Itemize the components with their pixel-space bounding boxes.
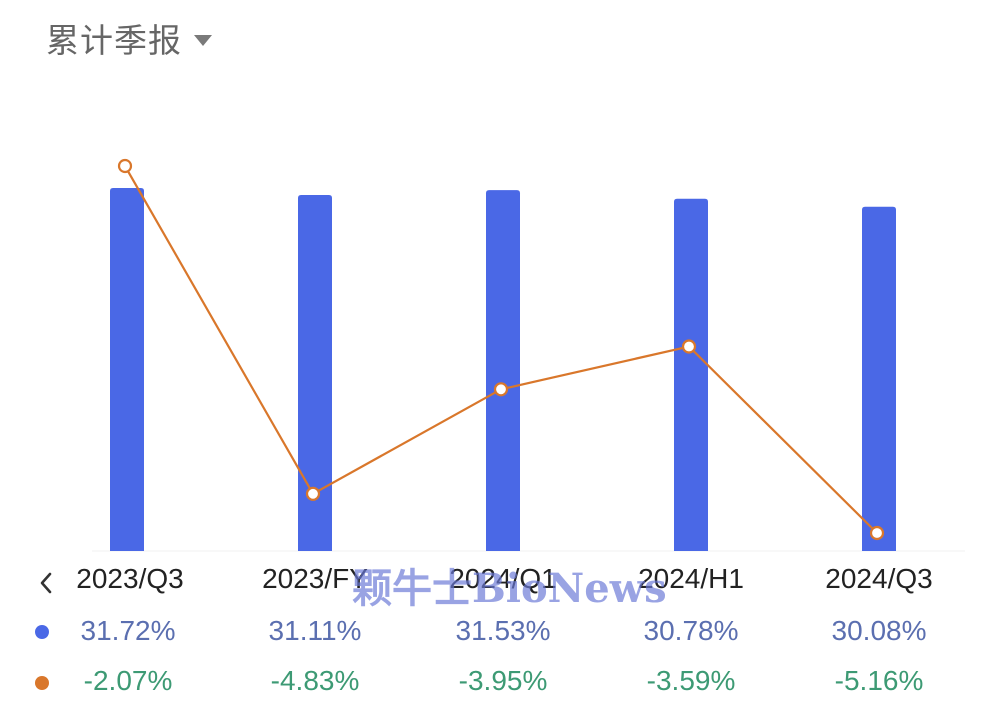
bar-value-label: 31.11% xyxy=(268,615,362,646)
line-value-label: -4.83% xyxy=(270,665,360,696)
category-label[interactable]: 2024/Q3 xyxy=(825,563,933,594)
category-label[interactable]: 2024/H1 xyxy=(638,563,744,594)
report-type-label: 累计季报 xyxy=(46,21,182,60)
bar xyxy=(486,190,520,552)
bar xyxy=(862,206,896,551)
previous-period-button[interactable] xyxy=(34,566,58,600)
line-point xyxy=(681,339,697,354)
bar-value-label: 30.08% xyxy=(831,615,927,646)
bar xyxy=(110,188,144,551)
line-value-label: -2.07% xyxy=(83,665,173,696)
bar-value-label: 31.72% xyxy=(80,615,176,646)
line-value-label: -3.95% xyxy=(458,665,548,696)
line-point xyxy=(493,382,509,397)
category-label[interactable]: 2023/Q3 xyxy=(76,563,184,594)
bar xyxy=(298,194,332,551)
bar-value-label: 31.53% xyxy=(455,615,551,646)
bar xyxy=(674,198,708,551)
bar-value-label: 30.78% xyxy=(643,615,739,646)
line-value-label: -3.59% xyxy=(646,665,736,696)
line-point xyxy=(305,486,321,501)
line-value-label: -5.16% xyxy=(834,665,924,696)
triangle-down-icon xyxy=(194,34,212,46)
line-point xyxy=(869,525,885,541)
category-label[interactable]: 2024/Q1 xyxy=(449,563,557,594)
chevron-left-icon xyxy=(40,572,52,594)
category-label[interactable]: 2023/FY xyxy=(262,563,368,594)
report-type-dropdown[interactable]: 累计季报 xyxy=(46,14,212,62)
line-point xyxy=(117,158,133,174)
